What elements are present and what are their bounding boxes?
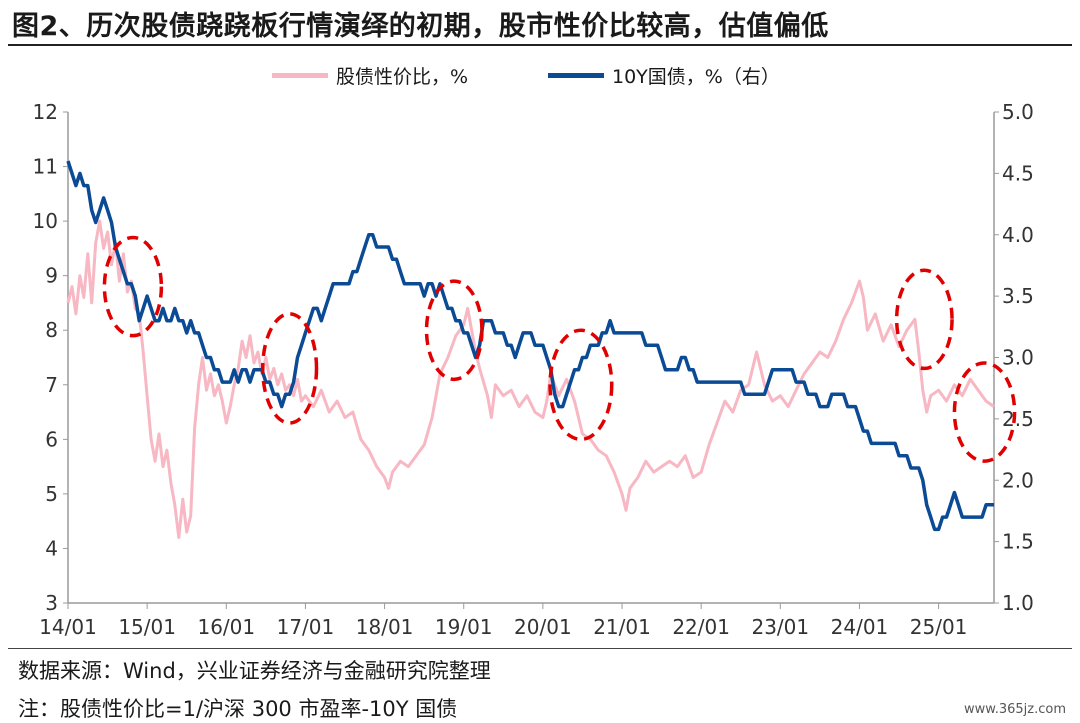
chart-legend: 股债性价比，% 10Y国债，%（右） [0,62,1080,92]
note-text: 注：股债性价比=1/沪深 300 市盈率-10Y 国债 [18,697,458,721]
x-tick-label: 25/01 [910,615,968,639]
source-text: 数据来源：Wind，兴业证券经济与金融研究院整理 [18,659,491,683]
series-line-10y-bond [66,160,994,532]
y-left-tick-label: 11 [33,155,58,179]
x-tick-label: 14/01 [39,615,97,639]
highlight-ellipse-5 [894,268,954,371]
footer-divider [8,648,1072,649]
x-tick-label: 17/01 [277,615,335,639]
y-right-tick-label: 4.5 [1002,161,1034,185]
highlight-ellipse-2 [260,312,319,425]
legend-item-pe-spread: 股债性价比，% [272,62,468,89]
chart-title: 图2、历次股债跷跷板行情演绎的初期，股市性价比较高，估值偏低 [12,11,829,42]
x-tick-label: 16/01 [197,615,255,639]
highlight-ellipse-6 [952,361,1017,463]
x-tick-label: 19/01 [435,615,493,639]
highlight-ellipse-1 [102,235,164,338]
legend-label-10y-bond: 10Y国债，%（右） [612,66,780,88]
x-tick-label: 24/01 [831,615,889,639]
watermark-text: www.365jz.com [964,702,1066,717]
highlight-ellipse-4 [548,328,614,442]
x-tick-label: 20/01 [514,615,572,639]
x-tick-label: 15/01 [118,615,176,639]
y-left-tick-label: 5 [45,482,58,506]
y-right-tick-label: 1.0 [1002,591,1034,615]
legend-swatch-10y-bond [548,73,604,78]
y-right-tick-label: 4.0 [1002,223,1034,247]
x-tick-label: 21/01 [593,615,651,639]
y-left-tick-label: 8 [45,318,58,342]
highlight-ellipse-3 [424,279,484,382]
y-left-tick-label: 9 [45,264,58,288]
legend-item-10y-bond: 10Y国债，%（右） [548,62,780,89]
title-divider [8,44,1072,46]
y-right-tick-label: 3.0 [1002,346,1034,370]
y-right-tick-label: 1.5 [1002,530,1034,554]
x-tick-label: 22/01 [672,615,730,639]
y-left-tick-label: 4 [45,536,58,560]
line-chart: 3 4 5 6 7 8 9 10 11 12 1.0 1.5 2.0 2.5 3.0 3.5 4.0 4.5 5.0… [33,100,1034,639]
legend-label-pe-spread: 股债性价比，% [336,66,469,88]
y-left-tick-label: 12 [33,100,58,124]
legend-swatch-pe-spread [272,73,328,78]
y-left-tick-label: 7 [45,373,58,397]
y-right-tick-label: 2.5 [1002,407,1034,431]
y-left-tick-label: 3 [45,591,58,615]
series-line-pe-spread [66,219,995,539]
y-left-tick-label: 6 [45,427,58,451]
y-right-tick-label: 3.5 [1002,284,1034,308]
y-right-tick-label: 5.0 [1002,100,1034,124]
x-tick-label: 23/01 [751,615,809,639]
y-left-tick-label: 10 [33,209,58,233]
y-right-tick-label: 2.0 [1002,468,1034,492]
x-tick-label: 18/01 [356,615,414,639]
